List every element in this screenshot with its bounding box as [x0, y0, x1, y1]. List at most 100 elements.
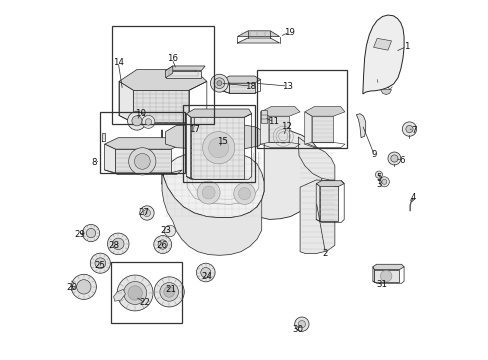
Circle shape — [77, 280, 91, 294]
Polygon shape — [223, 76, 260, 83]
Polygon shape — [319, 186, 338, 221]
Circle shape — [127, 112, 146, 130]
Circle shape — [132, 116, 142, 126]
Text: 22: 22 — [139, 298, 150, 307]
Text: 12: 12 — [281, 122, 292, 131]
Polygon shape — [311, 116, 333, 142]
Circle shape — [86, 228, 96, 238]
Bar — [112, 26, 214, 125]
Text: 24: 24 — [201, 271, 212, 280]
Text: 25: 25 — [95, 261, 105, 270]
Circle shape — [375, 171, 382, 178]
Circle shape — [298, 320, 305, 328]
Text: 13: 13 — [282, 82, 292, 91]
Text: 29: 29 — [75, 230, 85, 239]
Text: 16: 16 — [166, 54, 177, 63]
Polygon shape — [186, 109, 251, 117]
Polygon shape — [316, 181, 344, 186]
Text: 10: 10 — [135, 109, 146, 118]
Text: 20: 20 — [66, 283, 77, 292]
Polygon shape — [190, 117, 244, 179]
Polygon shape — [133, 90, 188, 123]
Polygon shape — [380, 90, 391, 95]
Polygon shape — [115, 149, 171, 173]
Circle shape — [405, 126, 412, 133]
Circle shape — [154, 277, 184, 307]
Text: 30: 30 — [291, 325, 303, 334]
Circle shape — [379, 177, 388, 187]
Polygon shape — [165, 71, 201, 78]
Text: 18: 18 — [245, 82, 256, 91]
Polygon shape — [260, 107, 300, 116]
Circle shape — [145, 119, 151, 125]
Bar — [257, 69, 346, 148]
Circle shape — [202, 132, 234, 164]
Polygon shape — [298, 137, 334, 180]
Circle shape — [71, 274, 96, 300]
Text: 27: 27 — [138, 208, 148, 217]
Polygon shape — [165, 125, 264, 149]
Text: 21: 21 — [165, 285, 176, 294]
Polygon shape — [165, 66, 204, 71]
Polygon shape — [162, 130, 264, 218]
Text: 6: 6 — [399, 156, 404, 165]
Text: 2: 2 — [322, 249, 327, 258]
Circle shape — [142, 116, 155, 129]
Text: 11: 11 — [268, 117, 279, 126]
Text: 15: 15 — [217, 137, 228, 146]
Circle shape — [202, 186, 215, 199]
Circle shape — [214, 78, 224, 89]
Polygon shape — [372, 264, 403, 270]
Polygon shape — [373, 270, 399, 282]
Polygon shape — [104, 144, 115, 173]
Polygon shape — [113, 289, 125, 301]
Circle shape — [197, 181, 220, 204]
Polygon shape — [362, 15, 403, 94]
Circle shape — [158, 240, 167, 249]
Polygon shape — [237, 38, 279, 43]
Circle shape — [128, 148, 156, 175]
Text: 28: 28 — [108, 241, 119, 250]
Circle shape — [380, 270, 391, 282]
Circle shape — [217, 81, 222, 86]
Polygon shape — [300, 180, 334, 253]
Circle shape — [90, 253, 110, 273]
Circle shape — [238, 188, 250, 200]
Circle shape — [210, 74, 228, 92]
Bar — [111, 262, 182, 323]
Text: 1: 1 — [403, 42, 408, 51]
Polygon shape — [356, 114, 365, 138]
Circle shape — [201, 267, 210, 278]
Polygon shape — [410, 199, 413, 202]
Polygon shape — [229, 83, 254, 93]
Polygon shape — [260, 112, 268, 144]
Text: 8: 8 — [92, 158, 97, 167]
Circle shape — [208, 138, 228, 158]
Polygon shape — [119, 81, 133, 123]
Circle shape — [128, 286, 142, 300]
Bar — [100, 112, 184, 173]
Polygon shape — [119, 69, 206, 90]
Polygon shape — [304, 112, 311, 144]
Circle shape — [402, 122, 416, 136]
Polygon shape — [104, 138, 182, 149]
Text: 7: 7 — [410, 126, 416, 135]
Circle shape — [381, 179, 386, 184]
Circle shape — [107, 233, 129, 255]
Circle shape — [196, 263, 215, 282]
Circle shape — [82, 225, 100, 242]
Bar — [183, 105, 254, 182]
Circle shape — [162, 281, 173, 293]
Circle shape — [294, 317, 308, 331]
Circle shape — [95, 258, 105, 269]
Circle shape — [112, 238, 124, 249]
Circle shape — [233, 183, 255, 204]
Polygon shape — [186, 114, 190, 179]
Text: 23: 23 — [161, 226, 171, 235]
Circle shape — [387, 152, 400, 165]
Polygon shape — [268, 116, 289, 142]
Circle shape — [153, 235, 171, 253]
Text: 31: 31 — [375, 280, 386, 289]
Polygon shape — [261, 110, 266, 123]
Polygon shape — [165, 66, 172, 78]
